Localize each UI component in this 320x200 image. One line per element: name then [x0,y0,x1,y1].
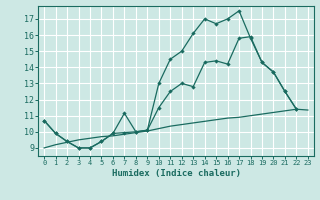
X-axis label: Humidex (Indice chaleur): Humidex (Indice chaleur) [111,169,241,178]
